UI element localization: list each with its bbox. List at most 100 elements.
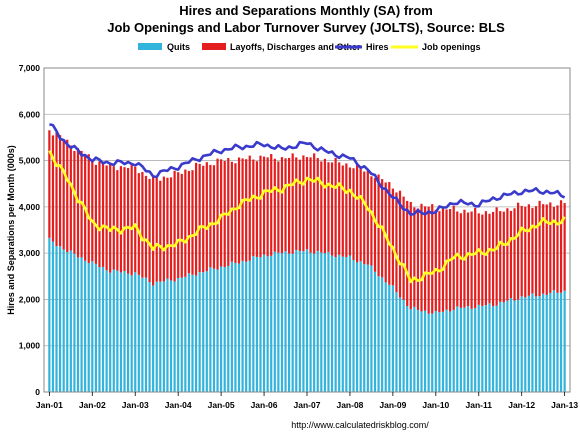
y-axis-label: Hires and Separations per Month (000s)	[6, 145, 16, 315]
bar-quits	[144, 277, 148, 392]
bar-quits	[438, 312, 441, 392]
bar-quits	[341, 256, 344, 392]
x-tick-label: Jan-05	[208, 400, 235, 410]
bar-layoffs	[549, 202, 552, 293]
legend-label-quits: Quits	[167, 42, 190, 52]
bar-layoffs	[395, 192, 398, 293]
bar-quits	[524, 297, 527, 392]
bar-layoffs	[341, 165, 344, 257]
bar-layoffs	[491, 211, 495, 307]
y-tick-label: 1,000	[19, 341, 41, 351]
bar-layoffs	[466, 212, 470, 307]
legend-swatch-quits	[138, 43, 162, 50]
bar-layoffs	[252, 159, 255, 257]
bar-quits	[58, 246, 62, 392]
bar-quits	[191, 274, 194, 392]
bar-layoffs	[509, 210, 513, 299]
bar-layoffs	[177, 172, 180, 278]
bar-layoffs	[313, 153, 316, 254]
bar-layoffs	[166, 177, 169, 279]
bar-layoffs	[123, 167, 126, 272]
bar-layoffs	[270, 153, 273, 256]
bar-quits	[323, 253, 327, 392]
bar-layoffs	[413, 207, 416, 307]
bar-quits	[542, 293, 545, 392]
bar-layoffs	[180, 173, 183, 278]
bar-layoffs	[323, 158, 327, 254]
bar-quits	[152, 285, 155, 392]
bar-layoffs	[398, 190, 402, 298]
bar-layoffs	[287, 157, 291, 254]
x-tick-label: Jan-07	[294, 400, 321, 410]
bar-quits	[241, 260, 244, 392]
bar-quits	[98, 267, 101, 392]
bar-layoffs	[245, 159, 248, 262]
y-tick-label: 2,000	[19, 294, 41, 304]
bar-layoffs	[51, 135, 55, 242]
bar-quits	[262, 254, 266, 392]
bar-quits	[119, 272, 123, 392]
bar-quits	[130, 275, 133, 392]
bar-layoffs	[87, 154, 90, 264]
line-openings	[48, 150, 566, 284]
bar-quits	[395, 292, 398, 392]
bar-layoffs	[370, 176, 373, 266]
bar-layoffs	[459, 213, 462, 308]
legend-label-openings: Job openings	[422, 42, 481, 52]
bar-quits	[556, 292, 559, 392]
bar-layoffs	[345, 163, 348, 258]
bar-quits	[463, 307, 466, 392]
bar-quits	[245, 261, 248, 392]
bar-layoffs	[330, 162, 334, 256]
bar-layoffs	[101, 163, 105, 267]
bar-quits	[348, 255, 352, 392]
bar-layoffs	[316, 158, 319, 251]
bar-layoffs	[191, 170, 194, 275]
bar-layoffs	[230, 161, 233, 262]
bar-layoffs	[62, 140, 65, 250]
y-tick-label: 0	[35, 387, 40, 397]
bar-quits	[434, 311, 437, 392]
bar-quits	[155, 281, 158, 392]
bar-quits	[80, 257, 83, 392]
bar-layoffs	[241, 158, 244, 261]
bar-quits	[298, 250, 301, 392]
bar-quits	[109, 272, 112, 392]
bar-quits	[470, 308, 473, 392]
bar-quits	[205, 271, 208, 392]
bar-quits	[162, 281, 165, 392]
bar-quits	[220, 266, 223, 392]
x-tick-label: Jan-12	[508, 400, 535, 410]
x-tick-label: Jan-08	[336, 400, 363, 410]
bar-layoffs	[130, 163, 133, 276]
bar-quits	[538, 296, 541, 392]
legend-swatch-layoffs	[202, 43, 226, 50]
bar-quits	[291, 253, 294, 392]
bar-layoffs	[409, 201, 412, 310]
bar-layoffs	[402, 196, 405, 300]
bar-layoffs	[481, 214, 484, 306]
bar-quits	[148, 282, 151, 392]
bar-quits	[309, 252, 312, 392]
bar-layoffs	[141, 172, 144, 278]
chart-title-line-1: Hires and Separations Monthly (SA) from	[179, 3, 433, 18]
bar-quits	[55, 246, 58, 392]
bar-quits	[141, 277, 144, 392]
bar-quits	[359, 261, 362, 392]
bar-quits	[509, 298, 513, 392]
bar-layoffs	[373, 178, 377, 272]
bar-layoffs	[420, 203, 423, 312]
bar-layoffs	[155, 178, 158, 282]
bar-layoffs	[552, 206, 556, 291]
bar-quits	[466, 306, 470, 392]
bar-quits	[352, 259, 355, 392]
bar-quits	[126, 273, 130, 392]
bar-layoffs	[470, 211, 473, 309]
bar-layoffs	[162, 176, 165, 282]
bar-layoffs	[366, 170, 369, 265]
bar-quits	[338, 254, 341, 392]
bar-layoffs	[255, 161, 259, 257]
bar-layoffs	[234, 163, 237, 263]
